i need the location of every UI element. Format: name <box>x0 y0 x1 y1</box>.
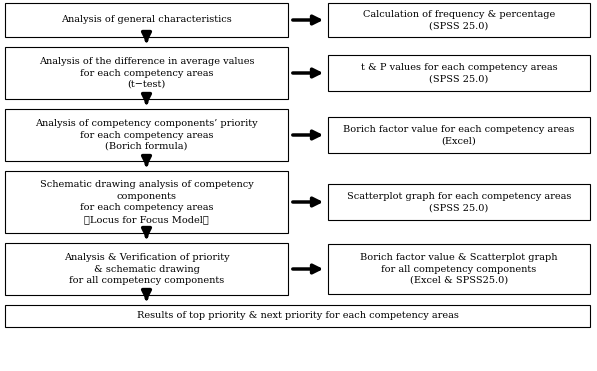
FancyBboxPatch shape <box>5 171 288 233</box>
Text: Borich factor value & Scatterplot graph
for all competency components
(Excel & S: Borich factor value & Scatterplot graph … <box>360 253 558 285</box>
FancyBboxPatch shape <box>5 47 288 99</box>
FancyBboxPatch shape <box>328 55 590 91</box>
Text: Analysis of the difference in average values
for each competency areas
(t−test): Analysis of the difference in average va… <box>39 57 254 89</box>
FancyBboxPatch shape <box>328 244 590 294</box>
Text: Analysis of competency components’ priority
for each competency areas
(Borich fo: Analysis of competency components’ prior… <box>35 119 258 151</box>
FancyBboxPatch shape <box>5 109 288 161</box>
Text: Borich factor value for each competency areas
(Excel): Borich factor value for each competency … <box>343 125 575 145</box>
Text: Scatterplot graph for each competency areas
(SPSS 25.0): Scatterplot graph for each competency ar… <box>347 192 571 212</box>
FancyBboxPatch shape <box>5 243 288 295</box>
FancyBboxPatch shape <box>5 3 288 37</box>
FancyBboxPatch shape <box>5 305 590 327</box>
Text: t & P values for each competency areas
(SPSS 25.0): t & P values for each competency areas (… <box>361 63 558 83</box>
Text: Results of top priority & next priority for each competency areas: Results of top priority & next priority … <box>137 312 458 321</box>
Text: Analysis & Verification of priority
& schematic drawing
for all competency compo: Analysis & Verification of priority & sc… <box>64 253 229 285</box>
FancyBboxPatch shape <box>328 3 590 37</box>
Text: Schematic drawing analysis of competency
components
for each competency areas
（L: Schematic drawing analysis of competency… <box>39 180 253 224</box>
FancyBboxPatch shape <box>328 117 590 153</box>
Text: Analysis of general characteristics: Analysis of general characteristics <box>61 16 232 24</box>
Text: Calculation of frequency & percentage
(SPSS 25.0): Calculation of frequency & percentage (S… <box>363 10 555 30</box>
FancyBboxPatch shape <box>328 184 590 220</box>
